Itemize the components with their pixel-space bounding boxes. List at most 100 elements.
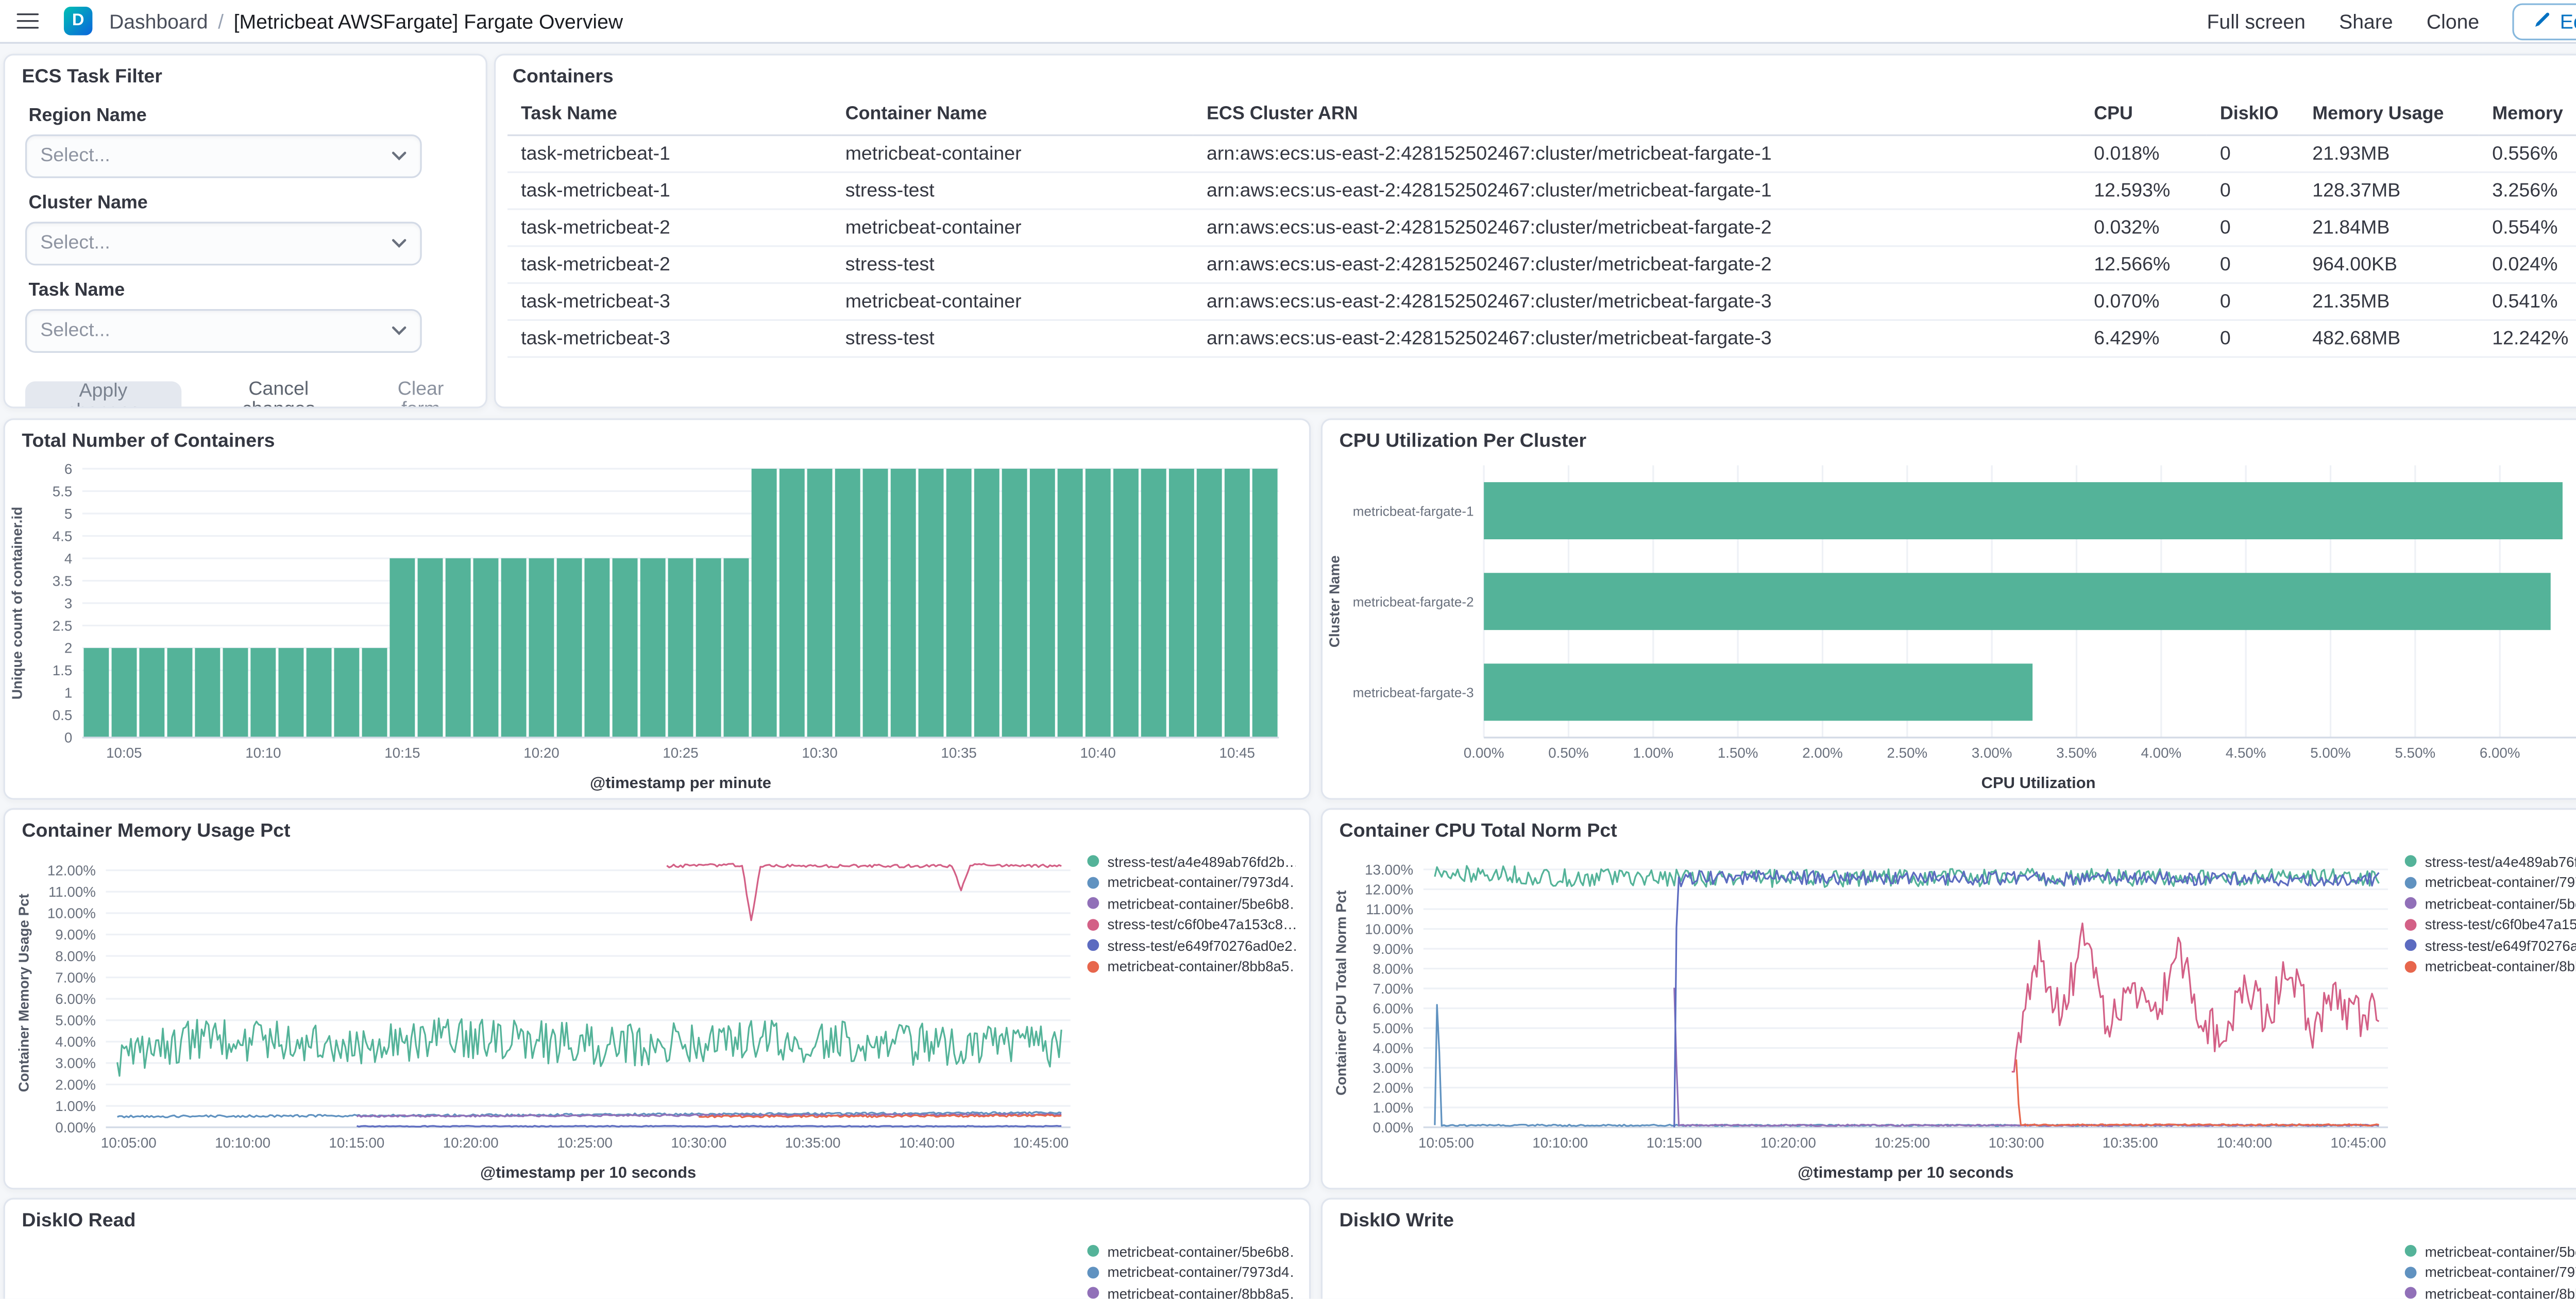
cluster-name-select[interactable]: Select... xyxy=(25,221,422,266)
table-cell: task-metricbeat-1 xyxy=(507,172,832,210)
svg-text:10:45: 10:45 xyxy=(1219,745,1255,761)
svg-text:6.00%: 6.00% xyxy=(2480,745,2520,761)
hamburger-menu-icon[interactable] xyxy=(16,6,47,36)
table-cell: 0.024% xyxy=(2479,246,2576,284)
cluster-name-field: Cluster Name Select... xyxy=(25,193,466,266)
region-name-select[interactable]: Select... xyxy=(25,134,422,178)
panel-ecs-task-filter: ECS Task Filter Region Name Select... Cl… xyxy=(3,54,487,408)
edit-button-label: Edit xyxy=(2560,9,2576,33)
table-cell: 0 xyxy=(2206,283,2299,321)
legend-item[interactable]: stress-test/c6f0be47a153c8… xyxy=(2404,915,2576,933)
svg-text:10:40:00: 10:40:00 xyxy=(899,1135,955,1151)
breadcrumb-dashboard[interactable]: Dashboard xyxy=(109,9,208,33)
legend-item[interactable]: metricbeat-container/7973d4… xyxy=(2404,1262,2576,1281)
cpu-per-cluster-bar-chart[interactable]: 0.00% 0.50% 1.00% 1.50% 2.00% 2.50% 3.00% 3.50%… xyxy=(1323,455,2576,795)
svg-text:10:30:00: 10:30:00 xyxy=(671,1135,726,1151)
svg-text:1: 1 xyxy=(64,685,72,701)
column-header[interactable]: CPU xyxy=(2080,94,2207,136)
total-containers-bar-chart[interactable]: 0 0.5 1 1.5 2 2.5 3 3.5 4 4.5 5 5.5 6 10:05 10:10 10:15… xyxy=(5,455,1299,795)
svg-text:10:10:00: 10:10:00 xyxy=(1532,1135,1588,1151)
legend-item[interactable]: metricbeat-container/7973d4… xyxy=(1087,1262,1296,1281)
table-cell: arn:aws:ecs:us-east-2:428152502467:clust… xyxy=(1193,246,2081,284)
legend-item[interactable]: stress-test/e649f70276ad0e2… xyxy=(1087,936,1296,954)
task-name-select[interactable]: Select... xyxy=(25,309,422,353)
svg-text:metricbeat-fargate-2: metricbeat-fargate-2 xyxy=(1353,594,1474,610)
chart-legend: metricbeat-container/5be6b8… metricbeat-c… xyxy=(1087,1241,1296,1299)
legend-item[interactable]: metricbeat-container/8bb8a5… xyxy=(1087,957,1296,976)
legend-item[interactable]: stress-test/a4e489ab76fd2b… xyxy=(1087,852,1296,870)
legend-color-dot xyxy=(2404,960,2417,972)
clone-button[interactable]: Clone xyxy=(2426,9,2480,33)
svg-text:8.00%: 8.00% xyxy=(55,948,96,964)
table-cell: 21.35MB xyxy=(2299,283,2479,321)
svg-text:10:20:00: 10:20:00 xyxy=(443,1135,499,1151)
svg-text:9.00%: 9.00% xyxy=(1373,941,1414,957)
share-button[interactable]: Share xyxy=(2339,9,2393,33)
legend-item[interactable]: stress-test/c6f0be47a153c8… xyxy=(1087,915,1296,933)
full-screen-button[interactable]: Full screen xyxy=(2207,9,2306,33)
cancel-changes-button[interactable]: Cancel changes xyxy=(210,380,347,406)
svg-text:8.00%: 8.00% xyxy=(1373,961,1414,977)
legend-color-dot xyxy=(1087,939,1099,951)
svg-text:6: 6 xyxy=(64,461,72,477)
apply-changes-button[interactable]: Apply changes xyxy=(25,381,181,407)
legend-color-dot xyxy=(1087,1287,1099,1299)
table-cell: 0 xyxy=(2206,135,2299,173)
table-cell: 0.018% xyxy=(2080,135,2207,173)
legend-color-dot xyxy=(2404,855,2417,867)
legend-color-dot xyxy=(2404,1245,2417,1257)
legend-label: metricbeat-container/8bb8a5… xyxy=(1107,958,1296,975)
panel-title: ECS Task Filter xyxy=(22,67,162,88)
table-cell: stress-test xyxy=(832,172,1193,210)
column-header[interactable]: ECS Cluster ARN xyxy=(1193,94,2081,136)
svg-text:@timestamp per 10 seconds: @timestamp per 10 seconds xyxy=(480,1164,696,1182)
svg-text:3.00%: 3.00% xyxy=(1972,745,2012,761)
legend-item[interactable]: metricbeat-container/8bb8a5… xyxy=(1087,1284,1296,1299)
region-name-label: Region Name xyxy=(28,106,147,126)
legend-color-dot xyxy=(2404,876,2417,888)
memory-usage-line-chart[interactable]: 0.00% 1.00% 2.00% 3.00% 4.00% 5.00% 6.00% 7.00%… xyxy=(12,845,1081,1185)
column-header[interactable]: Memory Usage xyxy=(2299,94,2479,136)
legend-label: metricbeat-container/7973d4… xyxy=(2425,1263,2576,1280)
legend-item[interactable]: stress-test/a4e489ab76fd2b… xyxy=(2404,852,2576,870)
space-avatar[interactable]: D xyxy=(63,7,93,36)
chart-body: 0.00% 1.00% 2.00% 3.00% 4.00% 5.00% 6.00% 7.00%… xyxy=(5,845,1309,1185)
legend-item[interactable]: metricbeat-container/5be6b8… xyxy=(1087,894,1296,912)
column-header[interactable]: Memory xyxy=(2479,94,2576,136)
svg-text:1.00%: 1.00% xyxy=(1633,745,1674,761)
column-header[interactable]: Container Name xyxy=(832,94,1193,136)
svg-text:5.00%: 5.00% xyxy=(1373,1020,1414,1036)
svg-text:3.50%: 3.50% xyxy=(2056,745,2097,761)
legend-item[interactable]: metricbeat-container/5be6b8… xyxy=(1087,1241,1296,1260)
column-header[interactable]: Task Name xyxy=(507,94,832,136)
table-cell: task-metricbeat-2 xyxy=(507,246,832,284)
legend-item[interactable]: metricbeat-container/7973d4… xyxy=(2404,873,2576,892)
table-cell: 128.37MB xyxy=(2299,172,2479,210)
svg-text:10:15:00: 10:15:00 xyxy=(1647,1135,1702,1151)
svg-text:3.00%: 3.00% xyxy=(55,1055,96,1071)
legend-item[interactable]: metricbeat-container/8bb8a5… xyxy=(2404,957,2576,976)
legend-item[interactable]: metricbeat-container/5be6b8… xyxy=(2404,894,2576,912)
legend-item[interactable]: metricbeat-container/5be6b8… xyxy=(2404,1241,2576,1260)
svg-text:13.00%: 13.00% xyxy=(1365,862,1413,878)
breadcrumb-current: [Metricbeat AWSFargate] Fargate Overview xyxy=(233,9,623,33)
panel-title: Total Number of Containers xyxy=(22,432,275,452)
legend-item[interactable]: stress-test/e649f70276ad0e2… xyxy=(2404,936,2576,954)
svg-text:5.50%: 5.50% xyxy=(2395,745,2436,761)
svg-text:3.5: 3.5 xyxy=(53,573,73,589)
svg-text:10:05:00: 10:05:00 xyxy=(101,1135,157,1151)
svg-text:Container Memory Usage Pct: Container Memory Usage Pct xyxy=(15,894,31,1092)
clear-form-button[interactable]: Clear form xyxy=(376,380,466,406)
svg-text:10:45:00: 10:45:00 xyxy=(2331,1135,2386,1151)
svg-text:10:35:00: 10:35:00 xyxy=(785,1135,841,1151)
edit-button[interactable]: Edit xyxy=(2513,2,2576,40)
cpu-norm-line-chart[interactable]: 0.00% 1.00% 2.00% 3.00% 4.00% 5.00% 6.00% 7.00%… xyxy=(1329,845,2398,1185)
svg-text:2.5: 2.5 xyxy=(53,618,73,634)
column-header[interactable]: DiskIO xyxy=(2206,94,2299,136)
legend-item[interactable]: metricbeat-container/8bb8a5… xyxy=(2404,1284,2576,1299)
svg-text:10:25: 10:25 xyxy=(663,745,698,761)
chevron-down-icon xyxy=(392,151,406,161)
legend-item[interactable]: metricbeat-container/7973d4… xyxy=(1087,873,1296,892)
svg-text:@timestamp per minute: @timestamp per minute xyxy=(590,774,771,792)
